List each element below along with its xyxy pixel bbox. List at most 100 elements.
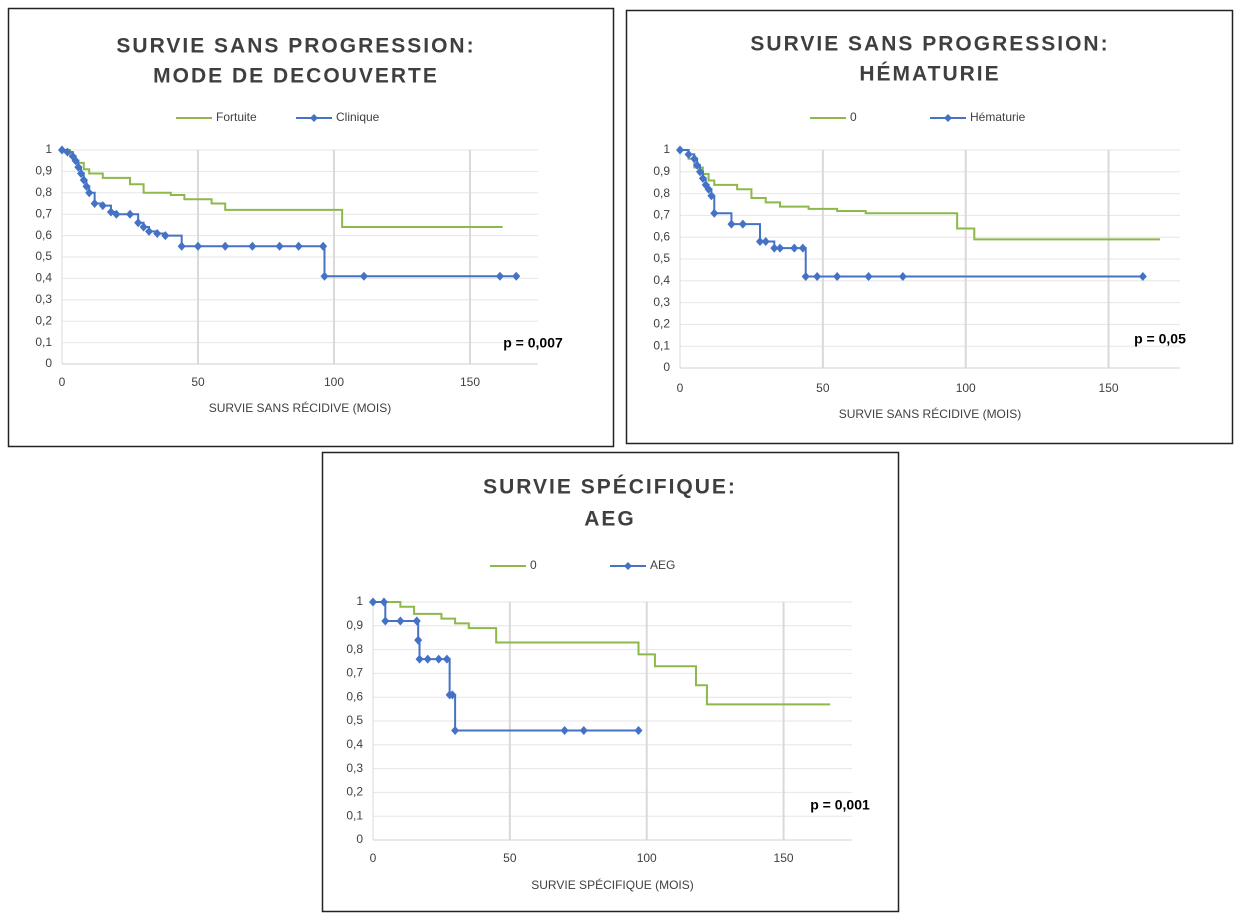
y-tick-label: 1 <box>663 142 670 156</box>
panel-border <box>7 7 615 448</box>
censor-marker <box>369 597 377 607</box>
censor-marker <box>579 726 588 736</box>
censor-marker <box>756 237 764 247</box>
censor-marker <box>90 199 99 208</box>
y-tick-label: 0,5 <box>35 249 52 263</box>
x-tick-label: 150 <box>774 851 794 865</box>
censor-marker <box>864 271 873 281</box>
censor-marker <box>676 145 684 155</box>
censor-marker <box>77 169 86 179</box>
censor-marker <box>761 237 770 247</box>
censor-marker <box>512 271 521 281</box>
censor-marker <box>698 173 707 183</box>
x-tick-label: 0 <box>370 851 377 865</box>
y-tick-label: 0,7 <box>653 208 670 222</box>
x-tick-label: 0 <box>59 375 66 389</box>
censor-marker <box>379 597 388 607</box>
y-tick-label: 0,1 <box>653 338 670 352</box>
x-tick-label: 0 <box>677 381 684 395</box>
y-tick-label: 0,9 <box>35 164 52 178</box>
censor-marker <box>63 147 72 157</box>
chart-title: SURVIE SANS PROGRESSION: <box>116 35 475 58</box>
censor-marker <box>448 690 457 700</box>
censor-marker <box>412 616 421 626</box>
legend-label: Fortuite <box>216 110 257 124</box>
censor-marker <box>770 243 779 253</box>
censor-marker <box>71 156 80 166</box>
x-tick-label: 100 <box>324 375 344 389</box>
censor-marker <box>798 243 807 253</box>
censor-marker <box>434 654 443 664</box>
x-tick-label: 150 <box>1099 381 1119 395</box>
y-tick-label: 0,6 <box>35 228 52 242</box>
censor-marker <box>813 271 822 281</box>
x-tick-label: 150 <box>460 375 480 389</box>
x-axis-label: SURVIE SANS RÉCIDIVE (MOIS) <box>209 400 391 415</box>
survival-line <box>373 601 639 732</box>
y-tick-label: 0,1 <box>346 808 363 822</box>
censor-marker <box>320 271 329 281</box>
censor-marker <box>194 241 202 251</box>
panel-border <box>321 451 900 913</box>
censor-marker <box>177 241 186 251</box>
legend-label: Hématurie <box>970 110 1026 124</box>
x-axis-label: SURVIE SANS RÉCIDIVE (MOIS) <box>839 406 1021 421</box>
censor-marker <box>161 231 170 241</box>
censor-marker <box>415 654 424 664</box>
censor-marker <box>451 726 460 736</box>
censor-marker <box>294 241 303 251</box>
y-tick-label: 0,4 <box>653 273 670 287</box>
y-tick-label: 0,3 <box>35 292 52 306</box>
censor-marker <box>396 616 405 626</box>
censor-marker <box>898 271 907 281</box>
chart-title: MODE DE DECOUVERTE <box>153 65 439 88</box>
censor-marker <box>560 726 569 736</box>
y-tick-label: 0,1 <box>35 335 52 349</box>
censor-marker <box>381 616 390 626</box>
survival-line <box>680 149 1160 241</box>
panel-border <box>625 9 1234 445</box>
annotation: p = 0,001 <box>810 797 870 813</box>
annotation: p = 0,007 <box>503 335 563 351</box>
censor-marker <box>833 271 842 281</box>
y-tick-label: 0,7 <box>35 206 52 220</box>
censor-marker <box>126 209 134 219</box>
y-tick-label: 0,3 <box>653 295 670 309</box>
y-tick-label: 0,6 <box>346 689 363 703</box>
censor-marker <box>1138 271 1147 281</box>
censor-marker <box>98 201 107 211</box>
censor-marker <box>790 243 799 253</box>
censor-marker <box>801 271 810 281</box>
censor-marker <box>684 149 693 159</box>
y-tick-label: 0,4 <box>346 737 363 751</box>
y-tick-label: 0,4 <box>35 271 52 285</box>
censor-marker <box>727 219 736 229</box>
censor-marker <box>139 222 148 232</box>
censor-marker <box>414 635 423 645</box>
y-tick-label: 0,5 <box>346 713 363 727</box>
x-tick-label: 50 <box>816 381 830 395</box>
censor-marker <box>704 184 713 194</box>
censor-marker <box>707 191 716 201</box>
censor-marker <box>495 271 504 281</box>
censor-marker <box>319 241 328 251</box>
y-tick-label: 0,2 <box>653 317 670 331</box>
censor-marker <box>112 209 121 219</box>
censor-marker <box>85 188 94 198</box>
censor-marker <box>696 167 704 177</box>
censor-marker <box>79 175 88 185</box>
censor-marker <box>693 160 702 170</box>
censor-marker <box>248 241 257 251</box>
censor-marker <box>423 654 432 664</box>
legend-marker <box>944 114 952 122</box>
censor-marker <box>442 654 451 664</box>
y-tick-label: 0,8 <box>653 186 670 200</box>
censor-marker <box>359 271 368 281</box>
y-tick-label: 0 <box>45 356 52 370</box>
censor-marker <box>710 208 719 218</box>
chart-title: HÉMATURIE <box>859 63 1000 86</box>
legend-marker <box>624 562 632 570</box>
censor-marker <box>82 181 91 191</box>
censor-marker <box>74 162 83 172</box>
